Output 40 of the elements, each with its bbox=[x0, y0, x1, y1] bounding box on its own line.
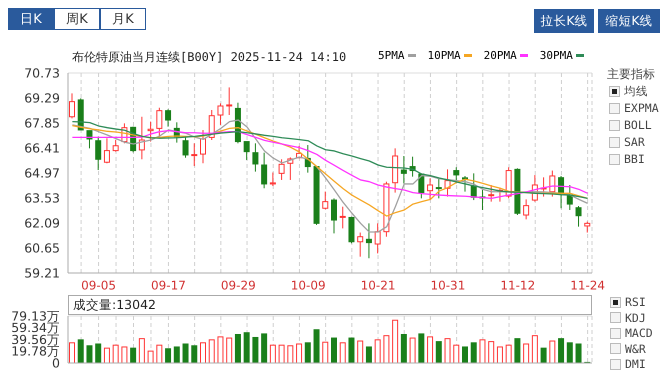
text: W&R bbox=[624, 342, 646, 356]
x-tick-label: 10-09 bbox=[290, 278, 326, 293]
y-tick-label: 67.85 bbox=[24, 115, 60, 130]
y-tick-label: 70.73 bbox=[24, 65, 60, 80]
legend-label: 20PMA bbox=[484, 49, 518, 62]
button: 缩短K线 bbox=[598, 9, 660, 33]
x-tick-label: 09-29 bbox=[220, 278, 256, 293]
text: DMI bbox=[624, 357, 646, 371]
text: EXPMA bbox=[623, 101, 659, 115]
x-tick-label: 10-31 bbox=[430, 278, 466, 293]
chart-title: 成交量:13042 bbox=[68, 295, 592, 315]
text: RSI bbox=[624, 295, 646, 309]
tab: 月K bbox=[100, 8, 146, 30]
y-tick-label: 63.53 bbox=[24, 190, 60, 206]
y-tick-label: 79.13万 bbox=[11, 308, 60, 324]
legend-label: 10PMA bbox=[428, 49, 462, 62]
x-tick-label: 10-21 bbox=[360, 278, 396, 293]
legend-label: 5PMA bbox=[378, 49, 406, 62]
y-tick-label: 66.41 bbox=[24, 140, 60, 156]
legend-label: 30PMA bbox=[540, 49, 574, 62]
x-tick-label: 11-24 bbox=[570, 278, 606, 293]
y-tick-label: 62.09 bbox=[24, 215, 60, 230]
y-tick-label: 59.21 bbox=[24, 265, 60, 280]
tab: 周K bbox=[54, 8, 100, 30]
text: KDJ bbox=[624, 310, 646, 324]
tab: 日K bbox=[8, 8, 54, 30]
text: BBI bbox=[623, 152, 645, 166]
text: 均线 bbox=[623, 84, 648, 99]
y-tick-label: 64.97 bbox=[24, 165, 60, 180]
text: MACD bbox=[624, 326, 653, 340]
x-tick-label: 09-05 bbox=[81, 278, 116, 293]
button: 拉长K线 bbox=[534, 9, 594, 33]
text: SAR bbox=[623, 135, 645, 149]
text: 主要指标 bbox=[607, 66, 655, 83]
x-tick-label: 09-17 bbox=[150, 278, 186, 293]
y-tick-label: 60.65 bbox=[24, 240, 60, 256]
x-tick-label: 11-12 bbox=[500, 278, 536, 293]
text: BOLL bbox=[623, 118, 652, 132]
y-tick-label: 69.29 bbox=[24, 90, 60, 106]
chart-title: 布伦特原油当月连续[B00Y] 2025-11-24 14:10 bbox=[72, 49, 346, 66]
